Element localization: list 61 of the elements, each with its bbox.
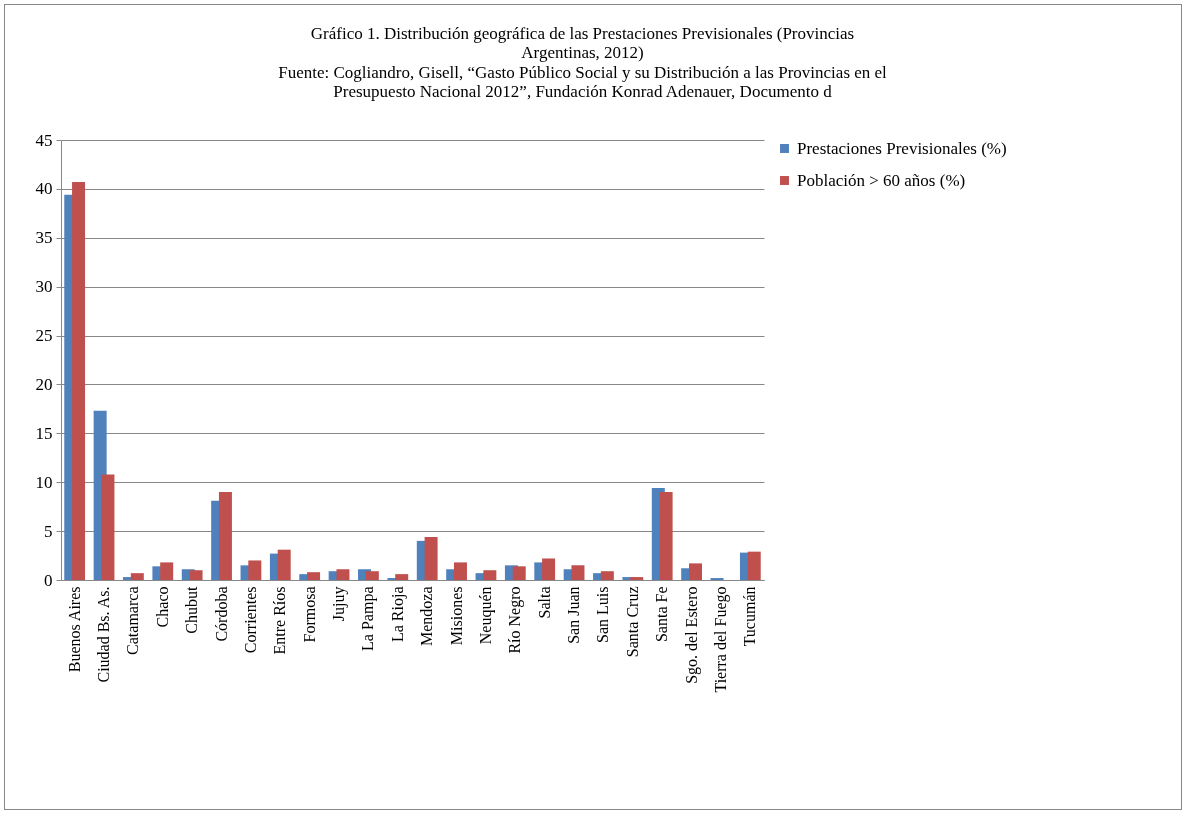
bar	[72, 182, 86, 580]
x-tick-label: Río Negro	[506, 586, 525, 654]
legend-label: Prestaciones Previsionales (%)	[797, 138, 1007, 158]
x-tick-label: La Pampa	[359, 586, 378, 651]
x-tick-label: Neuquén	[476, 586, 495, 645]
bar	[571, 565, 585, 580]
bar	[218, 492, 232, 580]
x-tick-label: Salta	[535, 586, 553, 619]
bar	[512, 566, 526, 580]
y-tick-label: 35	[35, 228, 53, 248]
x-tick-label: Jujuy	[330, 586, 349, 622]
y-tick-label: 10	[35, 472, 53, 492]
y-tick-label: 30	[35, 277, 53, 297]
x-tick-label: Córdoba	[212, 586, 230, 642]
x-tick-label: Santa Cruz	[623, 586, 641, 658]
y-tick-label: 45	[35, 130, 53, 150]
x-tick-label: Tucumán	[741, 586, 759, 647]
x-tick-label: Sgo. del Estero	[682, 586, 701, 684]
bar	[336, 569, 350, 580]
x-tick-label: Tierra del Fuego	[711, 586, 730, 693]
y-tick-label: 5	[44, 521, 53, 541]
bar	[365, 571, 379, 580]
x-tick-label: San Juan	[565, 586, 583, 644]
x-tick-label: Mendoza	[418, 586, 436, 647]
bar	[101, 474, 115, 580]
bar	[453, 562, 467, 580]
x-tick-label: Catamarca	[124, 586, 142, 655]
x-tick-label: Buenos Aires	[65, 586, 83, 673]
x-tick-label: Misiones	[447, 586, 465, 646]
bar	[189, 570, 203, 580]
y-tick-label: 0	[44, 570, 53, 590]
bar	[688, 563, 702, 580]
bar	[248, 560, 262, 580]
bar	[160, 562, 174, 580]
x-tick-label: San Luis	[594, 586, 612, 643]
x-tick-label: Ciudad Bs. As.	[95, 586, 113, 683]
bar	[130, 573, 144, 580]
y-tick-label: 40	[35, 179, 53, 199]
x-tick-label: Chubut	[183, 585, 201, 634]
x-tick-label: Formosa	[300, 586, 318, 643]
bar	[630, 577, 644, 580]
bar	[395, 574, 409, 580]
bar	[483, 570, 497, 580]
y-tick-label: 25	[35, 326, 53, 346]
x-tick-label: Corrientes	[241, 586, 259, 654]
bar	[659, 492, 673, 580]
legend-label: Población > 60 años (%)	[797, 170, 966, 190]
x-tick-label: Santa Fe	[653, 586, 671, 643]
y-tick-label: 20	[35, 374, 53, 394]
bar	[424, 536, 438, 580]
x-tick-label: Chaco	[153, 586, 171, 628]
x-tick-label: La Rioja	[388, 586, 407, 643]
chart-subtitle: Fuente: Cogliandro, Gisell, “Gasto Público Social y su Distribución a las Provincias en el Presupuesto Nacional 2012”, Fundación Konrad Adenauer, Documento d	[278, 63, 888, 101]
chart-title: Gráfico 1. Distribución geográfica de las Prestaciones Previsionales (Provincias Argentinas, 2012)	[310, 24, 855, 62]
x-tick-label: Entre Ríos	[271, 586, 289, 655]
bar	[277, 549, 291, 580]
bar	[747, 551, 761, 580]
bar	[600, 571, 614, 580]
bar	[307, 572, 321, 580]
y-tick-label: 15	[35, 423, 53, 443]
bar	[542, 558, 556, 580]
